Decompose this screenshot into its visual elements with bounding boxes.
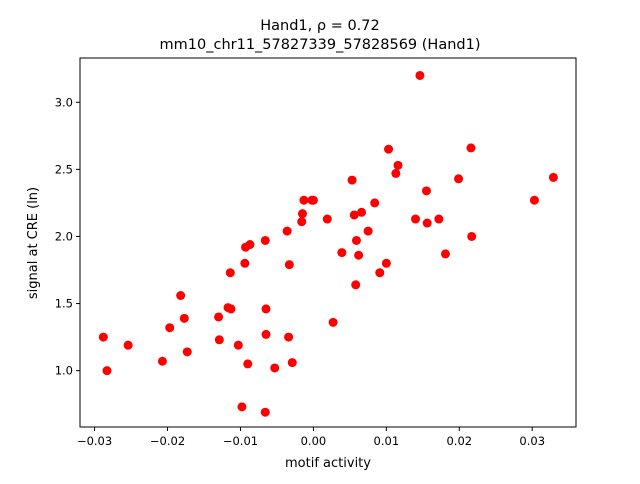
y-tick-label: 1.0 [55, 364, 73, 378]
data-point [363, 226, 373, 236]
data-point [98, 332, 108, 342]
data-point [260, 235, 270, 245]
data-point [297, 209, 307, 219]
data-point [284, 260, 294, 270]
data-point [422, 218, 432, 228]
chart-title-line2: mm10_chr11_57827339_57828569 (Hand1) [160, 37, 481, 53]
data-point [393, 160, 403, 170]
data-point [384, 144, 394, 154]
y-tick-label: 1.5 [55, 297, 73, 311]
x-tick-label: 0.00 [301, 434, 327, 448]
data-points [98, 70, 558, 417]
data-point [102, 366, 112, 376]
data-point [237, 402, 247, 412]
x-axis-label: motif activity [285, 456, 371, 471]
data-point [179, 313, 189, 323]
data-point [297, 217, 307, 227]
data-point [411, 214, 421, 224]
data-point [354, 250, 364, 260]
data-point [391, 168, 401, 178]
x-tick-label: −0.02 [150, 434, 185, 448]
data-point [123, 340, 133, 350]
data-point [226, 304, 236, 314]
data-point [261, 304, 271, 314]
data-point [351, 280, 361, 290]
data-point [381, 258, 391, 268]
data-point [243, 359, 253, 369]
x-tick-label: 0.02 [446, 434, 472, 448]
x-tick-label: 0.03 [519, 434, 545, 448]
data-point [415, 70, 425, 80]
data-point [165, 323, 175, 333]
data-point [347, 175, 357, 185]
data-point [214, 312, 224, 322]
data-point [261, 329, 271, 339]
y-tick-label: 2.0 [55, 229, 73, 243]
data-point [467, 231, 477, 241]
data-point [240, 258, 250, 268]
data-point [282, 226, 292, 236]
data-point [548, 172, 558, 182]
data-point [529, 195, 539, 205]
data-point [233, 340, 243, 350]
data-point [225, 268, 235, 278]
chart-title-line1: Hand1, ρ = 0.72 [260, 18, 379, 34]
data-point [299, 195, 309, 205]
data-point [182, 347, 192, 357]
data-point [328, 317, 338, 327]
data-point [337, 248, 347, 258]
x-axis-ticks: −0.03 −0.02 −0.01 0.00 0.01 0.02 0.03 [77, 427, 545, 448]
data-point [308, 195, 318, 205]
data-point [357, 207, 367, 217]
data-point [287, 358, 297, 368]
x-tick-label: 0.01 [374, 434, 400, 448]
x-tick-label: −0.03 [77, 434, 112, 448]
y-axis-label: signal at CRE (ln) [26, 187, 41, 299]
data-point [260, 407, 270, 417]
y-tick-label: 3.0 [55, 95, 73, 109]
data-point [322, 214, 332, 224]
y-tick-label: 2.5 [55, 162, 73, 176]
y-axis-ticks: 1.0 1.5 2.0 2.5 3.0 [55, 95, 80, 378]
data-point [157, 356, 167, 366]
data-point [421, 186, 431, 196]
data-point [245, 240, 255, 250]
data-point [349, 210, 359, 220]
data-point [351, 235, 361, 245]
data-point [466, 143, 476, 153]
data-point [454, 174, 464, 184]
data-point [270, 363, 280, 373]
data-point [434, 214, 444, 224]
data-point [176, 291, 186, 301]
plot-area-frame [79, 57, 577, 428]
data-point [214, 335, 224, 345]
data-point [440, 249, 450, 259]
data-point [375, 268, 385, 278]
x-tick-label: −0.01 [223, 434, 258, 448]
data-point [284, 332, 294, 342]
data-point [370, 198, 380, 208]
